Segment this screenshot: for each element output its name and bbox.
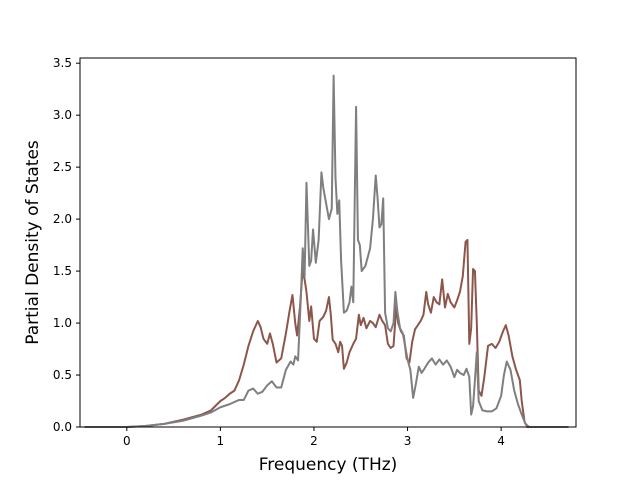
y-tick-label: 2.0 xyxy=(53,212,72,226)
y-tick-label: 1.5 xyxy=(53,264,72,278)
series-line-2 xyxy=(84,74,569,428)
y-tick-label: 0.5 xyxy=(53,368,72,382)
y-axis-title: Partial Density of States xyxy=(23,140,43,345)
x-tick-label: 0 xyxy=(123,434,131,448)
x-tick-label: 2 xyxy=(310,434,318,448)
x-tick-label: 3 xyxy=(404,434,412,448)
y-tick-label: 3.5 xyxy=(53,56,72,70)
y-tick-label: 3.0 xyxy=(53,108,72,122)
x-axis-ticks: 0 1 2 3 4 xyxy=(123,427,505,448)
series-line-1 xyxy=(84,238,569,428)
x-axis-title: Frequency (THz) xyxy=(259,455,398,475)
plot-frame xyxy=(79,57,577,428)
y-tick-label: 0.0 xyxy=(53,420,72,434)
plot-series-group xyxy=(84,74,569,428)
x-tick-label: 4 xyxy=(497,434,505,448)
x-tick-label: 1 xyxy=(217,434,225,448)
y-tick-label: 2.5 xyxy=(53,160,72,174)
y-axis-ticks: 0.0 0.5 1.0 1.5 2.0 2.5 3.0 3.5 xyxy=(53,56,80,434)
y-tick-label: 1.0 xyxy=(53,316,72,330)
